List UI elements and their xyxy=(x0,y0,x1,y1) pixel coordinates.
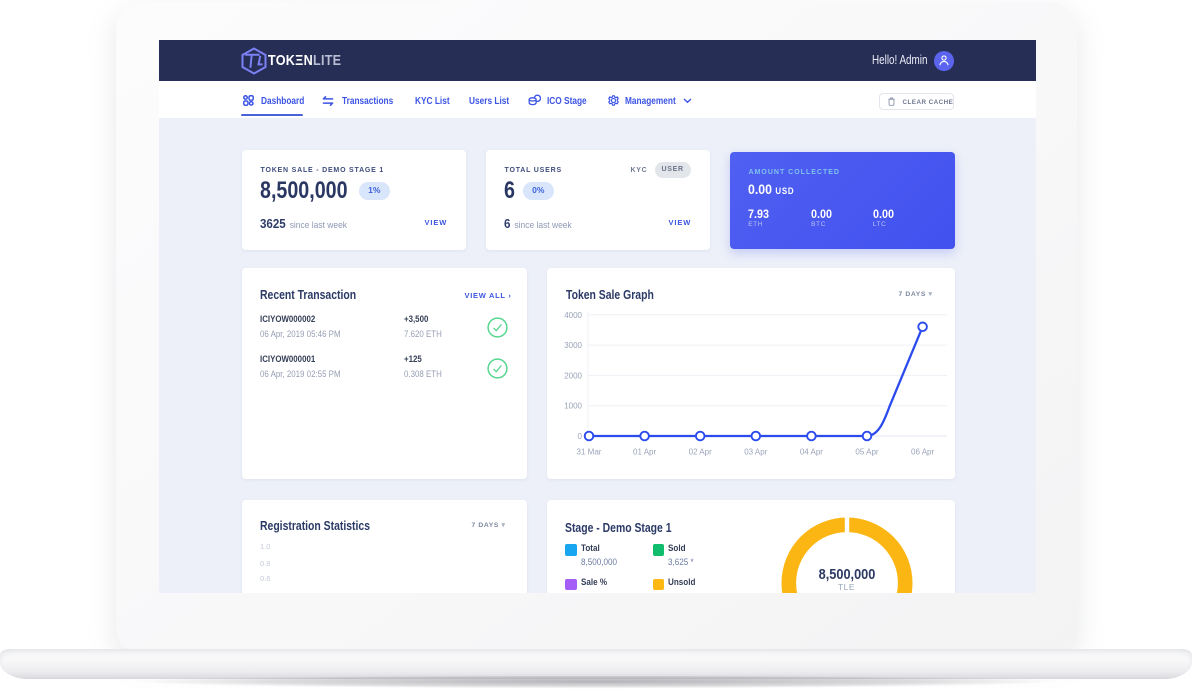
svg-text:05 Apr: 05 Apr xyxy=(855,448,878,457)
svg-text:1000: 1000 xyxy=(564,402,582,411)
svg-text:3000: 3000 xyxy=(564,341,582,350)
svg-text:2000: 2000 xyxy=(564,371,582,380)
svg-text:06 Apr: 06 Apr xyxy=(911,448,934,457)
svg-text:0: 0 xyxy=(577,432,582,441)
svg-text:01 Apr: 01 Apr xyxy=(633,448,656,457)
svg-text:02 Apr: 02 Apr xyxy=(688,448,711,457)
svg-text:03 Apr: 03 Apr xyxy=(744,448,767,457)
svg-text:04 Apr: 04 Apr xyxy=(799,448,822,457)
svg-text:4000: 4000 xyxy=(564,311,582,320)
svg-text:31 Mar: 31 Mar xyxy=(576,448,601,457)
